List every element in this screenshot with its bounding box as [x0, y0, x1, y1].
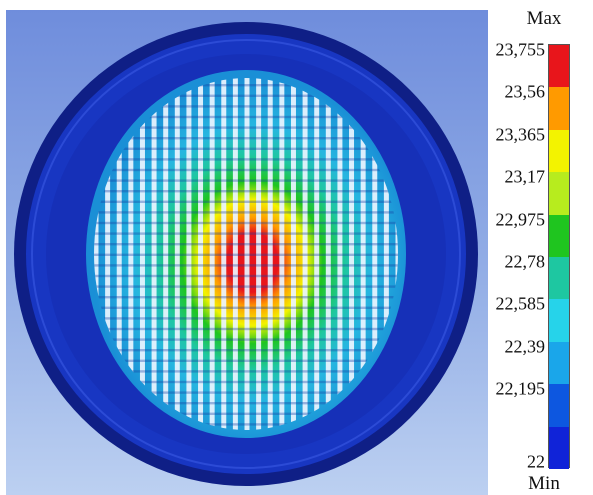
- legend-tick-label: 22,975: [495, 209, 546, 230]
- legend-tick-label: 22,195: [495, 378, 546, 399]
- legend-color-segment: [549, 257, 569, 300]
- fin: [302, 78, 308, 430]
- fin-gap: [94, 306, 398, 309]
- legend-color-segment: [549, 341, 569, 385]
- fin-gap: [94, 338, 398, 341]
- fin-gap: [94, 126, 398, 129]
- legend-color-segment: [549, 384, 569, 428]
- fin-gap: [94, 359, 398, 362]
- fin: [244, 78, 250, 430]
- fin-gap: [94, 317, 398, 320]
- legend-max-label: Max: [526, 8, 562, 29]
- fin-gap: [94, 200, 398, 203]
- fin-gap: [94, 137, 398, 140]
- fin: [360, 78, 366, 430]
- fin: [349, 78, 355, 430]
- fin-gap: [94, 285, 398, 288]
- fin-gap: [94, 253, 398, 256]
- fin-gap: [94, 147, 398, 150]
- legend-tick-label: 23,17: [504, 166, 546, 187]
- simulation-viewport: [6, 10, 488, 495]
- fin: [209, 78, 215, 430]
- fin-gap: [94, 84, 398, 87]
- fin: [186, 78, 192, 430]
- fin-gap: [94, 296, 398, 299]
- fin-gap: [94, 94, 398, 97]
- fin-gap: [94, 274, 398, 278]
- fin-gap: [94, 105, 398, 108]
- legend-tick-label: 22,78: [504, 251, 546, 272]
- fin: [256, 78, 262, 430]
- legend-tick-label: 23,56: [504, 81, 546, 102]
- fin: [279, 78, 285, 430]
- legend-tick-label: 22: [527, 451, 545, 472]
- fin: [128, 78, 134, 430]
- fin-gap: [94, 179, 398, 182]
- legend-color-segment: [549, 299, 569, 343]
- legend-color-segment: [549, 426, 569, 470]
- legend-color-segment: [549, 172, 569, 216]
- fin: [139, 78, 145, 430]
- fin: [116, 78, 122, 430]
- legend-tick-label: 23,755: [495, 39, 546, 60]
- legend-color-segment: [549, 87, 569, 131]
- color-scale-bar: [548, 44, 570, 470]
- fin-gap: [94, 264, 398, 267]
- legend-color-segment: [549, 45, 569, 88]
- fin: [314, 78, 320, 430]
- fin-gap: [94, 211, 398, 214]
- fin-gap: [94, 412, 398, 415]
- fin-gap: [94, 370, 398, 373]
- fin: [198, 78, 204, 430]
- fin-gap: [94, 423, 398, 426]
- legend-color-segment: [549, 214, 569, 258]
- fin: [290, 78, 296, 430]
- temperature-contour-plot: [14, 22, 478, 486]
- fin-gap: [94, 158, 398, 161]
- fin-gap: [94, 243, 398, 246]
- fin: [337, 78, 343, 430]
- fin: [267, 78, 273, 430]
- fin: [221, 78, 227, 430]
- fin-gap: [94, 327, 398, 331]
- legend-color-segment: [549, 129, 569, 173]
- fin: [174, 78, 180, 430]
- fin-gap: [94, 380, 398, 384]
- fin-gap: [94, 115, 398, 119]
- fin-gap: [94, 232, 398, 235]
- legend-tick-label: 22,39: [504, 336, 546, 357]
- fin-gap: [94, 391, 398, 394]
- fin-gap: [94, 190, 398, 193]
- fin: [325, 78, 331, 430]
- fin: [163, 78, 169, 430]
- fin: [151, 78, 157, 430]
- fin-gap: [94, 221, 398, 225]
- legend-tick-label: 23,365: [495, 124, 546, 145]
- legend-tick-label: 22,585: [495, 293, 546, 314]
- legend-min-label: Min: [528, 473, 560, 494]
- fin-gap: [94, 349, 398, 352]
- fin-gap: [94, 168, 398, 172]
- fin-gap: [94, 402, 398, 405]
- fin: [232, 78, 238, 430]
